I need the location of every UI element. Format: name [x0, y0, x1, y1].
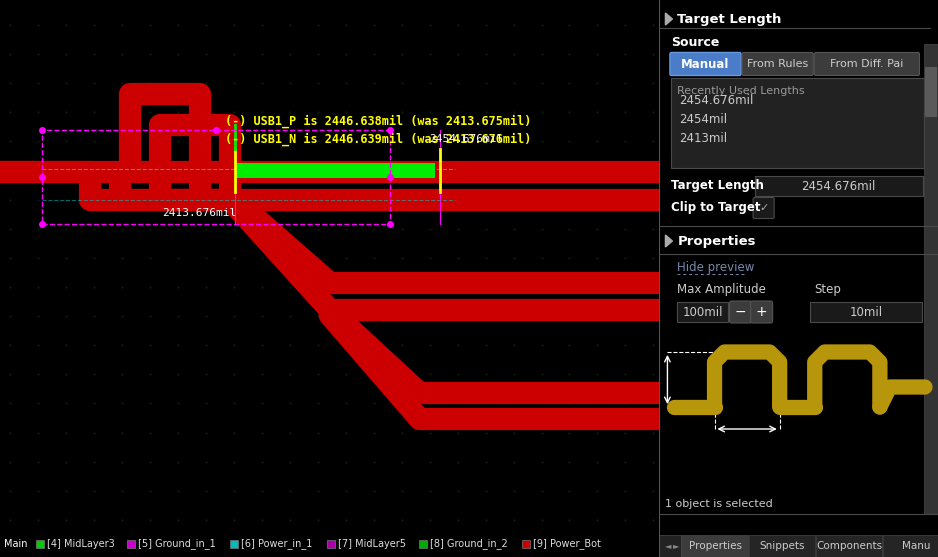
Bar [672, 78, 924, 168]
Text: Manual: Manual [681, 57, 730, 71]
Text: 2454.676mil: 2454.676mil [679, 94, 754, 107]
Bar [327, 540, 335, 549]
Text: 1 object is selected: 1 object is selected [665, 499, 773, 509]
Text: ►: ► [673, 541, 680, 550]
Text: Source: Source [672, 36, 719, 48]
FancyBboxPatch shape [750, 301, 773, 323]
Bar [925, 67, 937, 117]
Text: [6] Power_in_1: [6] Power_in_1 [241, 538, 312, 549]
Text: −: − [734, 305, 747, 319]
Bar [809, 302, 922, 322]
Text: +: + [756, 305, 767, 319]
Bar [36, 540, 44, 549]
Bar [883, 535, 938, 557]
FancyBboxPatch shape [730, 301, 751, 323]
Bar [677, 302, 728, 322]
Text: [5] Ground_in_1: [5] Ground_in_1 [138, 538, 216, 549]
Text: [9] Power_Bot: [9] Power_Bot [533, 538, 600, 549]
Text: 10mil: 10mil [849, 305, 883, 319]
Text: [8] Ground_in_2: [8] Ground_in_2 [430, 538, 507, 549]
Text: From Diff. Pai: From Diff. Pai [830, 59, 903, 69]
Text: From Rules: From Rules [747, 59, 809, 69]
Bar [42, 130, 389, 223]
Text: 100mil: 100mil [682, 305, 723, 319]
Text: (-) USB1_P is 2446.638mil (was 2413.675mil): (-) USB1_P is 2446.638mil (was 2413.675m… [225, 115, 531, 128]
FancyBboxPatch shape [753, 198, 774, 218]
FancyBboxPatch shape [670, 52, 741, 76]
Polygon shape [665, 235, 673, 247]
Text: Snippets: Snippets [760, 541, 805, 551]
Bar [816, 535, 882, 557]
FancyBboxPatch shape [742, 52, 813, 76]
Polygon shape [665, 13, 673, 25]
Text: 2413.676mil: 2413.676mil [162, 208, 236, 218]
Bar [682, 535, 748, 557]
Text: (-) USB1_N is 2446.639mil (was 2413.676mil): (-) USB1_N is 2446.639mil (was 2413.676m… [225, 133, 531, 146]
Text: Properties: Properties [688, 541, 742, 551]
Bar [522, 540, 530, 549]
Text: Components: Components [816, 541, 883, 551]
Bar [128, 540, 135, 549]
Bar [230, 540, 238, 549]
Text: Recently Used Lengths: Recently Used Lengths [677, 86, 805, 96]
Bar [749, 535, 815, 557]
FancyBboxPatch shape [814, 52, 919, 76]
Text: Clip to Target: Clip to Target [672, 202, 761, 214]
Bar [924, 44, 938, 514]
Text: ◄: ◄ [665, 541, 672, 550]
Text: Manu: Manu [902, 541, 930, 551]
Text: [4] MidLayer3: [4] MidLayer3 [47, 539, 114, 549]
Text: [7] MidLayer5: [7] MidLayer5 [339, 539, 406, 549]
Text: 2413mil: 2413mil [679, 132, 728, 145]
Text: 2454.676mil: 2454.676mil [430, 134, 504, 144]
Text: Target Length: Target Length [672, 179, 764, 193]
Text: 2454mil: 2454mil [679, 113, 728, 126]
Text: Hide preview: Hide preview [677, 261, 755, 275]
Text: Target Length: Target Length [677, 12, 782, 26]
Bar [234, 163, 434, 178]
Text: Main: Main [4, 539, 27, 549]
Bar [659, 535, 682, 557]
Text: ✓: ✓ [759, 203, 768, 213]
Text: Max Amplitude: Max Amplitude [677, 284, 766, 296]
Text: Properties: Properties [677, 234, 756, 247]
Bar [754, 176, 923, 196]
Bar [418, 540, 427, 549]
Text: 2454.676mil: 2454.676mil [802, 179, 876, 193]
Text: Step: Step [815, 284, 841, 296]
